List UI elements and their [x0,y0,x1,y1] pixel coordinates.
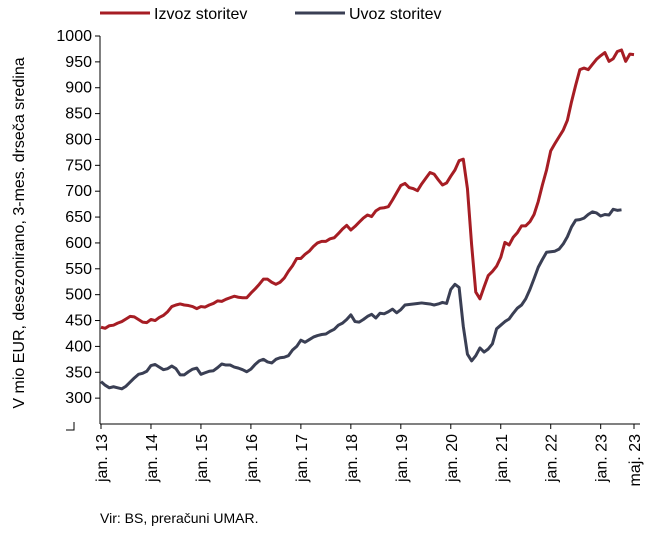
y-tick-label: 900 [65,80,92,97]
y-axis-title: V mio EUR, desezonirano, 3-mes. drseča s… [11,57,28,408]
legend-label-uvoz: Uvoz storitev [349,6,441,23]
y-tick-label: 350 [65,364,92,381]
y-tick-label: 400 [65,338,92,355]
y-tick-label: 800 [65,131,92,148]
y-tick-label: 550 [65,261,92,278]
x-tick-label: jan. 14 [144,434,161,483]
y-tick-label: 600 [65,235,92,252]
x-axis: jan. 13 jan. 14 jan. 15 jan. 16 jan. 17 jan. … [94,423,644,487]
x-tick-label: jan. 18 [344,434,361,483]
y-tick-label: 300 [65,390,92,407]
x-tick-label: jan. 13 [94,434,111,483]
y-axis: 300 350 400 450 500 550 600 650 700 750 800 850 900 9… [56,28,101,431]
x-tick-label: jan. 20 [444,434,461,483]
x-tick-label: maj. 23 [627,434,644,487]
y-tick-label: 850 [65,106,92,123]
x-tick-label: jan. 23 [594,434,611,483]
x-tick-label: jan. 15 [194,434,211,483]
y-tick-label: 950 [65,54,92,71]
x-tick-label: jan. 16 [244,434,261,483]
y-tick-label: 700 [65,183,92,200]
series-lines [100,48,635,391]
legend: Izvoz storitev Uvoz storitev [100,6,441,23]
y-tick-label: 500 [65,287,92,304]
series-line-izvoz [100,48,635,330]
source-note: Vir: BS, preračuni UMAR. [100,510,259,526]
y-tick-label: 1000 [56,28,92,45]
x-tick-label: jan. 17 [294,434,311,483]
y-tick-label: 450 [65,313,92,330]
y-axis-break-mark [66,422,75,431]
y-tick-label: 750 [65,157,92,174]
legend-label-izvoz: Izvoz storitev [154,6,247,23]
series-line-uvoz [100,207,622,391]
x-tick-label: jan. 19 [394,434,411,483]
x-tick-label: jan. 21 [494,434,511,483]
x-tick-label: jan. 22 [544,434,561,483]
y-tick-label: 650 [65,209,92,226]
